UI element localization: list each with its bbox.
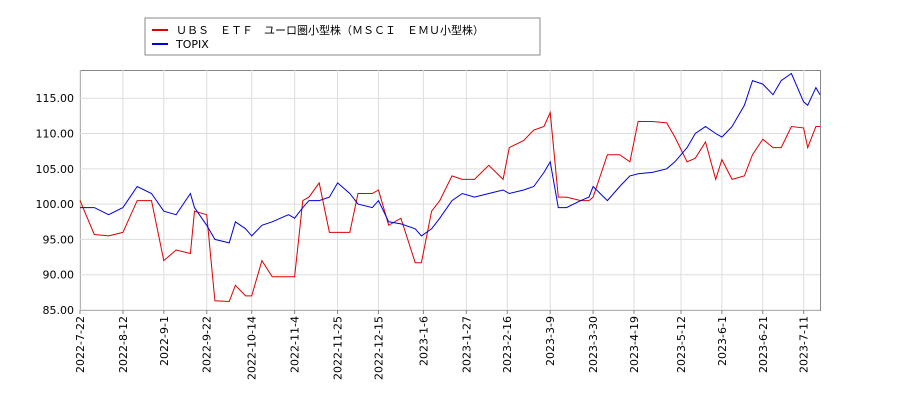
y-tick-label: 105.00 bbox=[36, 163, 75, 176]
x-tick-label: 2023-1-27 bbox=[460, 316, 473, 373]
y-tick-label: 90.00 bbox=[43, 269, 75, 282]
x-tick-label: 2023-6-1 bbox=[716, 316, 729, 366]
x-tick-label: 2023-6-21 bbox=[757, 316, 770, 373]
x-tick-label: 2022-12-15 bbox=[372, 316, 385, 380]
x-tick-label: 2023-5-12 bbox=[675, 316, 688, 373]
y-tick-label: 95.00 bbox=[43, 233, 75, 246]
x-tick-label: 2023-7-11 bbox=[798, 316, 811, 373]
y-tick-label: 110.00 bbox=[36, 128, 75, 141]
x-tick-label: 2022-7-22 bbox=[74, 316, 87, 373]
legend-box bbox=[144, 17, 541, 56]
x-tick-label: 2023-4-19 bbox=[628, 316, 641, 373]
x-tick-label: 2022-9-1 bbox=[158, 316, 171, 366]
series-line bbox=[79, 110, 820, 303]
series-line bbox=[80, 72, 821, 244]
x-tick-label: 2022-11-25 bbox=[332, 316, 345, 380]
y-tick-label: 100.00 bbox=[36, 198, 75, 211]
x-tick-label: 2022-9-22 bbox=[201, 316, 214, 373]
x-tick-label: 2022-11-4 bbox=[289, 316, 302, 373]
x-tick-label: 2023-1-6 bbox=[417, 316, 430, 366]
y-tick-label: 85.00 bbox=[43, 304, 75, 317]
x-tick-label: 2023-3-9 bbox=[544, 316, 557, 366]
x-tick-label: 2022-10-14 bbox=[246, 316, 259, 380]
x-tick-label: 2023-2-16 bbox=[501, 316, 514, 373]
x-tick-label: 2022-8-12 bbox=[117, 316, 130, 373]
x-tick-label: 2023-3-30 bbox=[587, 316, 600, 373]
legend-label: TOPIX bbox=[175, 38, 209, 51]
legend-label: ＵＢＳ ＥＴＦ ユーロ圏小型株（ＭＳＣＩ ＥＭＵ小型株） bbox=[176, 23, 484, 37]
y-tick-label: 115.00 bbox=[36, 92, 75, 105]
